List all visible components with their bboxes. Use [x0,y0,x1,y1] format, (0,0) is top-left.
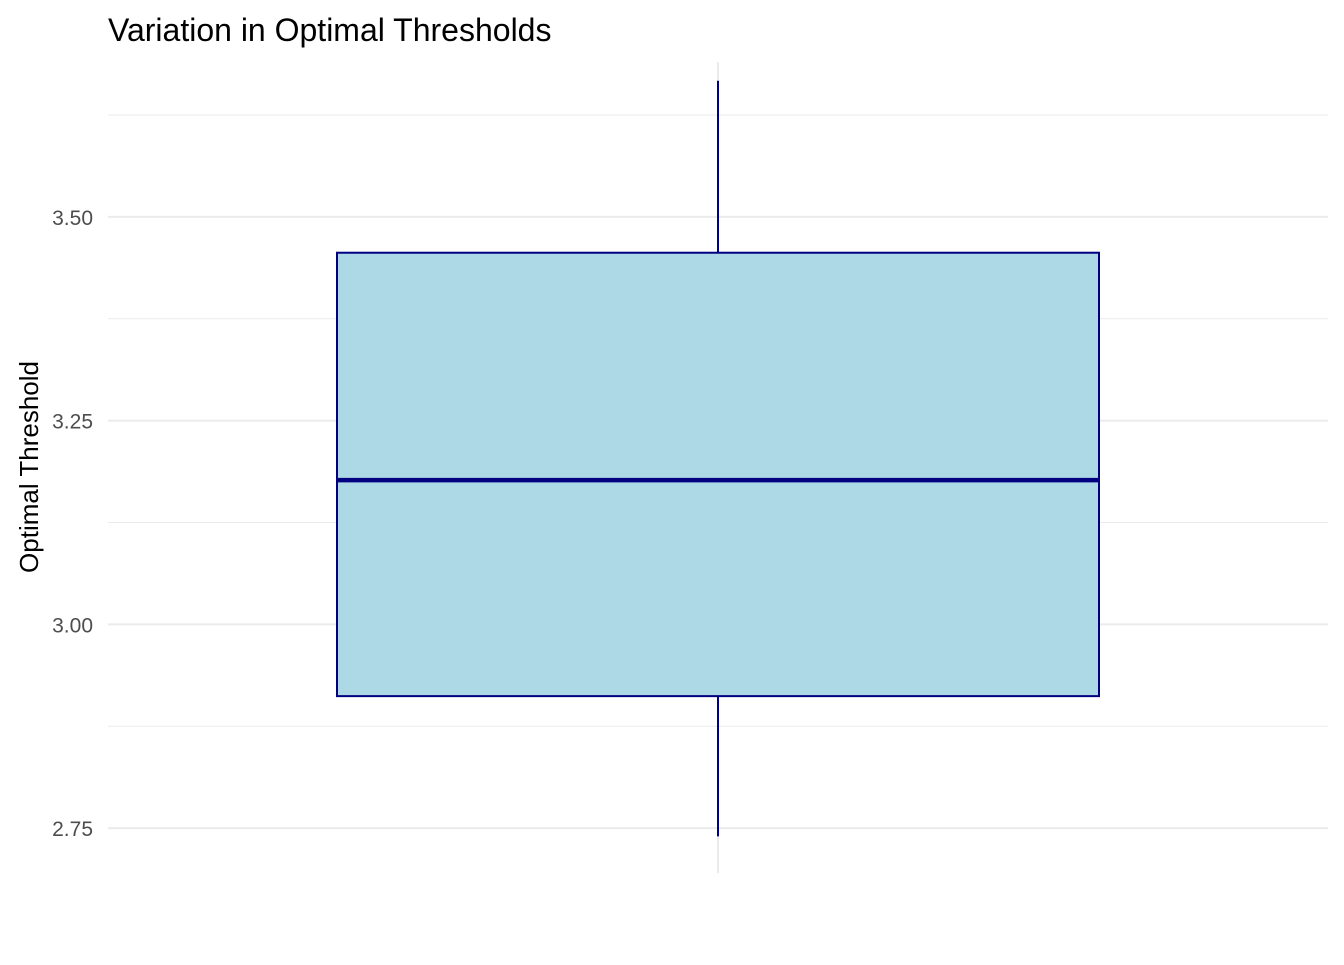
chart-title: Variation in Optimal Thresholds [108,12,551,48]
y-axis-label: Optimal Threshold [14,361,44,573]
y-tick-label: 3.00 [52,614,93,637]
box-layer [336,80,1100,837]
y-axis-ticks: 2.75 3.00 3.25 3.50 [52,207,93,841]
iqr-box [336,251,1100,698]
y-tick-label: 3.25 [52,411,93,434]
y-tick-label: 3.50 [52,207,93,230]
y-tick-label: 2.75 [52,818,93,841]
